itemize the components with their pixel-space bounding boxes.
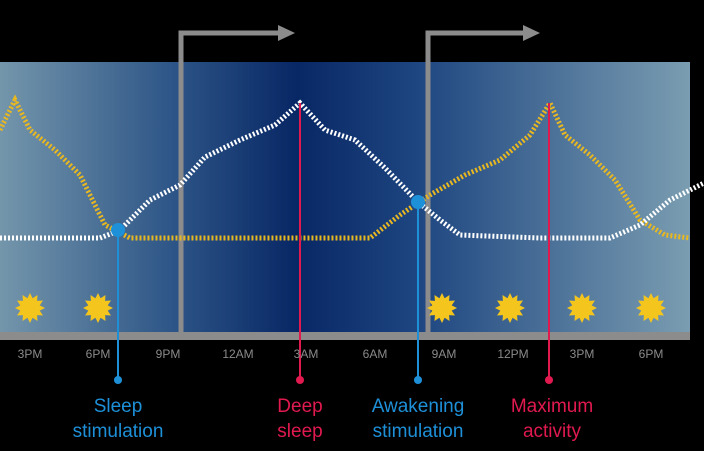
marker-dot	[296, 376, 304, 384]
annotation-label: Sleep	[94, 396, 143, 417]
annotation-label: Deep	[277, 396, 322, 417]
time-label: 6PM	[86, 347, 111, 361]
sun-icon	[495, 293, 525, 323]
time-bar	[0, 332, 690, 340]
annotation-label: Maximum	[511, 396, 593, 417]
arrow	[425, 30, 525, 332]
time-label: 12PM	[497, 347, 528, 361]
arrow-head	[523, 25, 540, 41]
sun-icon	[15, 293, 45, 323]
labels: 3PM 6PM 9PM 12AM 3AM 6AM 9AM 12PM 3PM 6PM Sleep sti…	[18, 347, 664, 442]
panel	[0, 62, 690, 332]
sun-icon	[427, 293, 457, 323]
time-label: 12AM	[222, 347, 253, 361]
marker-dot	[411, 195, 425, 209]
time-label: 9PM	[156, 347, 181, 361]
time-label: 9AM	[432, 347, 457, 361]
marker-dot	[414, 376, 422, 384]
annotation-label: Awakening	[372, 396, 465, 417]
activity-curve	[0, 94, 691, 241]
marker-dot	[545, 376, 553, 384]
annotation-label: activity	[523, 421, 582, 442]
time-label: 3AM	[294, 347, 319, 361]
annotation-label: stimulation	[73, 421, 164, 442]
time-label: 3PM	[570, 347, 595, 361]
annotation-label: stimulation	[373, 421, 464, 442]
sun-icon	[636, 293, 666, 323]
icons	[15, 293, 666, 323]
marker-dot	[114, 376, 122, 384]
time-label: 3PM	[18, 347, 43, 361]
time-label: 6PM	[639, 347, 664, 361]
sun-icon	[567, 293, 597, 323]
marker-dot	[111, 223, 125, 237]
annotation-label: sleep	[277, 421, 322, 442]
arrow	[178, 30, 280, 332]
arrow-head	[278, 25, 295, 41]
sleep-curve	[0, 99, 704, 241]
time-label: 6AM	[363, 347, 388, 361]
sun-icon	[83, 293, 113, 323]
